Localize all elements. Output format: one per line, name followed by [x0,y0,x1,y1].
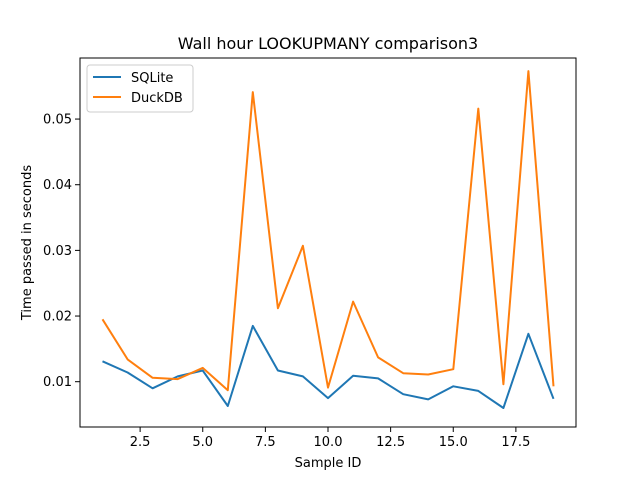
x-tick-label: 12.5 [376,435,405,450]
x-tick-label: 15.0 [439,435,468,450]
y-tick-label: 0.05 [43,113,72,128]
y-tick-label: 0.04 [43,178,72,193]
y-axis-label: Time passed in seconds [20,165,35,321]
x-axis-ticks: 2.5 5.0 7.5 10.0 12.5 15.0 17.5 [130,427,530,450]
plot-frame [79,57,577,428]
x-tick-label: 5.0 [192,435,213,450]
y-tick-label: 0.03 [43,244,72,259]
y-tick-label: 0.01 [43,375,72,390]
x-tick-label: 7.5 [255,435,276,450]
x-tick-label: 17.5 [501,435,530,450]
series-layer [101,70,555,409]
series-line-sqlite [102,324,555,409]
y-axis-ticks: 0.01 0.02 0.03 0.04 0.05 [43,113,80,390]
plot-area [80,58,576,427]
x-tick-label: 2.5 [130,435,151,450]
y-tick-label: 0.02 [43,310,72,325]
x-tick-label: 10.0 [314,435,343,450]
x-axis-label: Sample ID [295,456,362,471]
legend-label-sqlite: SQLite [131,71,173,86]
chart-title: Wall hour LOOKUPMANY comparison3 [178,34,478,53]
legend: SQLite DuckDB [86,64,194,113]
legend-label-duckdb: DuckDB [131,91,183,106]
series-line-duckdb [101,70,555,392]
